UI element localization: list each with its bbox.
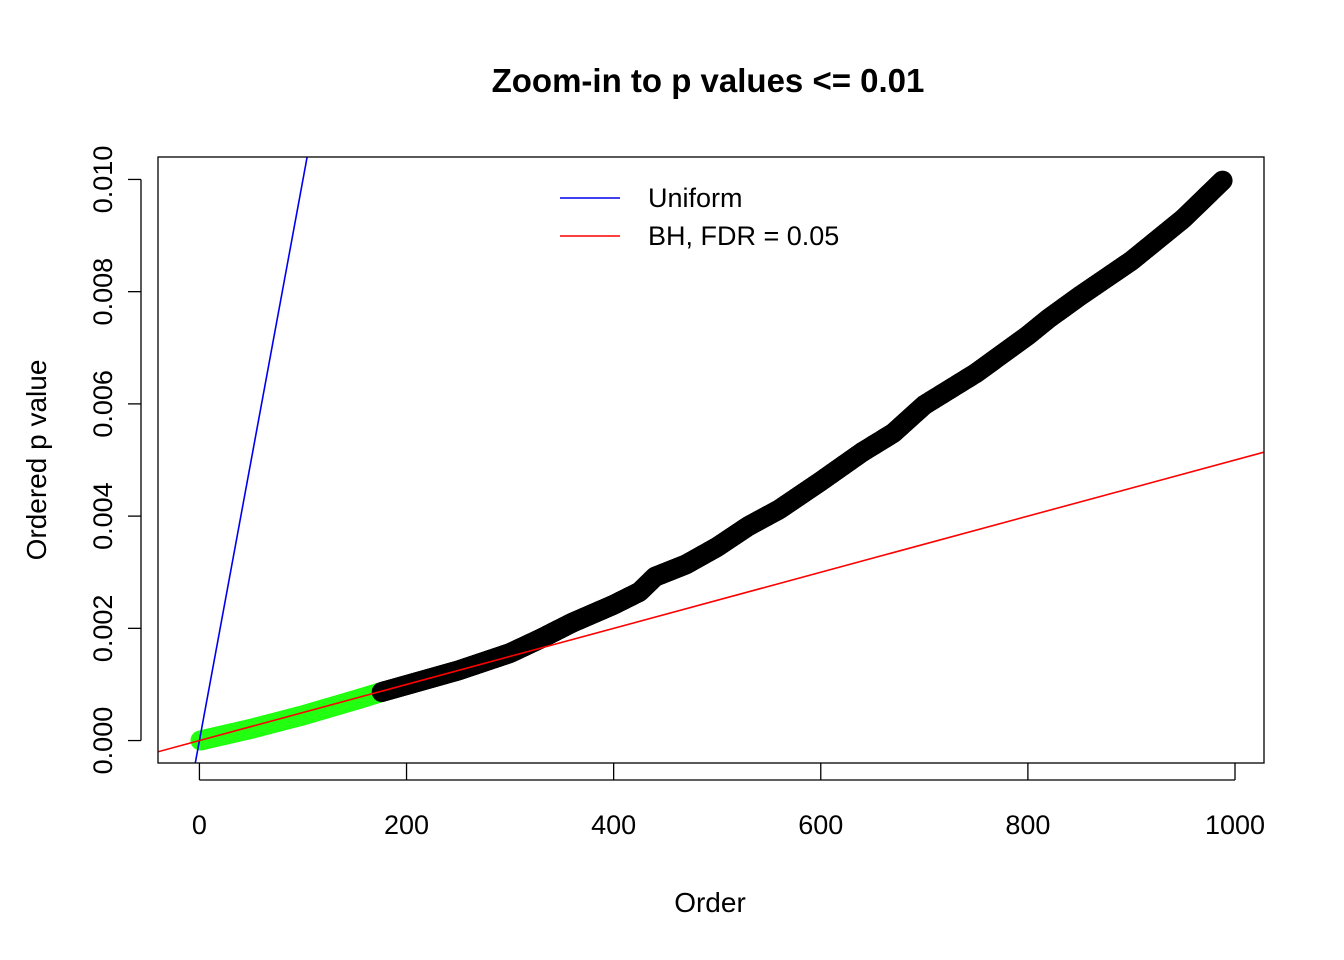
y-tick-label: 0.008: [88, 258, 118, 326]
x-axis-label: Order: [674, 887, 746, 918]
x-axis: 0 200 400 600 800 1000: [192, 763, 1265, 840]
data-point: [1212, 170, 1233, 191]
y-tick-label: 0.010: [88, 146, 118, 214]
bh-line: [158, 451, 1264, 753]
x-tick-label: 600: [798, 810, 843, 840]
y-tick-label: 0.004: [88, 482, 118, 550]
legend-label-bh: BH, FDR = 0.05: [648, 221, 839, 251]
data-points: [190, 170, 1233, 751]
plot-frame: [157, 156, 1265, 764]
legend: Uniform BH, FDR = 0.05: [560, 183, 839, 251]
x-tick-label: 800: [1005, 810, 1050, 840]
plot-content: [158, 157, 1264, 763]
y-axis-label: Ordered p value: [21, 360, 52, 561]
x-tick-label: 200: [384, 810, 429, 840]
y-tick-label: 0.006: [88, 370, 118, 438]
chart-title: Zoom-in to p values <= 0.01: [492, 62, 925, 99]
legend-label-uniform: Uniform: [648, 183, 743, 213]
x-tick-label: 400: [591, 810, 636, 840]
y-tick-label: 0.002: [88, 595, 118, 663]
x-tick-label: 1000: [1205, 810, 1265, 840]
x-tick-label: 0: [192, 810, 207, 840]
y-axis: 0.000 0.002 0.004 0.006 0.008 0.010: [88, 146, 142, 775]
y-tick-label: 0.000: [88, 707, 118, 775]
uniform-line: [194, 157, 308, 763]
